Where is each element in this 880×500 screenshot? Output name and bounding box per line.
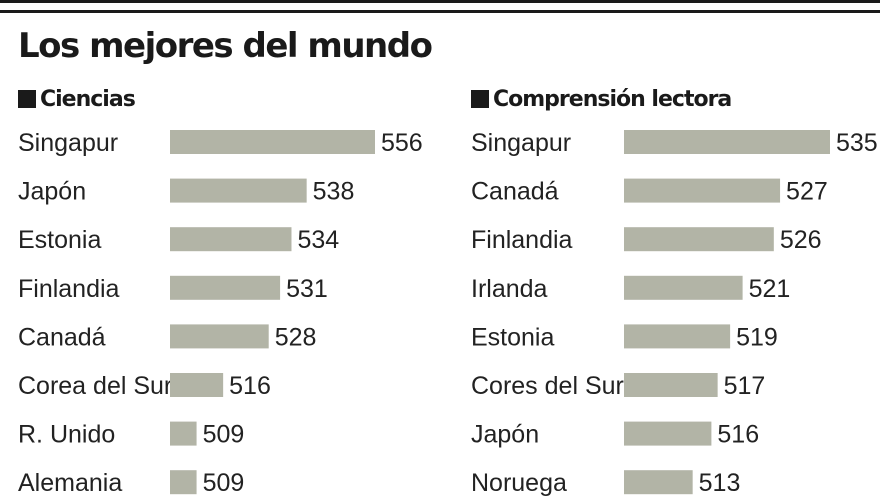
ciencias-bar [170, 275, 281, 300]
ciencias-category-label: Canadá [18, 323, 106, 351]
lectora-bar [624, 227, 774, 252]
ciencias-value-label: 556 [381, 129, 423, 157]
ciencias-value-label: 516 [229, 372, 271, 400]
lectora-bar-chart: Singapur 535 Canadá 527 Finlandia 526 Irlanda 5… [471, 129, 878, 497]
ciencias-bar [170, 421, 197, 446]
second-rule [0, 10, 880, 13]
lectora-bar [624, 373, 718, 397]
lectora-bar [624, 324, 731, 349]
ciencias-category-label: R. Unido [18, 421, 115, 449]
lectora-category-label: Finlandia [471, 226, 573, 254]
ciencias-value-label: 531 [286, 275, 328, 303]
lectora-value-label: 513 [699, 469, 741, 497]
lectora-category-label: Canadá [471, 178, 559, 206]
square-bullet-icon [471, 90, 489, 108]
ciencias-bar [170, 470, 197, 495]
lectora-header: Comprensión lectora [471, 86, 732, 112]
lectora-value-label: 527 [786, 178, 828, 206]
ciencias-category-label: Alemania [18, 469, 122, 497]
lectora-title: Comprensión lectora [493, 86, 732, 112]
ciencias-value-label: 509 [203, 469, 245, 497]
ciencias-category-label: Corea del Sur [18, 372, 172, 400]
lectora-bar [624, 470, 693, 495]
ciencias-bar-chart: Singapur 556 Japón 538 Estonia 534 Finlandia 53… [18, 129, 423, 497]
ciencias-value-label: 534 [297, 226, 339, 254]
ciencias-value-label: 509 [203, 421, 245, 449]
lectora-category-label: Noruega [471, 469, 567, 497]
ciencias-category-label: Finlandia [18, 275, 120, 303]
lectora-bar [624, 275, 743, 300]
lectora-category-label: Irlanda [471, 275, 548, 303]
ciencias-title: Ciencias [40, 86, 136, 112]
lectora-category-label: Singapur [471, 129, 571, 157]
lectora-bar [624, 178, 781, 203]
ciencias-category-label: Estonia [18, 226, 101, 254]
ciencias-bar [170, 373, 224, 397]
lectora-category-label: Cores del Sur [471, 372, 624, 400]
ciencias-bar [170, 324, 269, 349]
ciencias-category-label: Japón [18, 178, 86, 206]
lectora-value-label: 516 [717, 421, 759, 449]
ciencias-header: Ciencias [18, 86, 136, 112]
page-title: Los mejores del mundo [18, 26, 433, 66]
ciencias-panel: Ciencias Singapur 556 Japón 538 Estonia 534 Fi… [18, 86, 438, 497]
top-rule [0, 0, 880, 3]
lectora-category-label: Japón [471, 421, 539, 449]
ciencias-bar [170, 178, 307, 203]
ciencias-bar [170, 130, 375, 154]
ciencias-bar [170, 227, 292, 252]
ciencias-value-label: 528 [275, 323, 317, 351]
lectora-category-label: Estonia [471, 323, 554, 351]
lectora-bar [624, 421, 712, 446]
lectora-value-label: 521 [749, 275, 791, 303]
lectora-panel: Comprensión lectora Singapur 535 Canadá 527… [471, 86, 880, 497]
lectora-value-label: 526 [780, 226, 822, 254]
lectora-value-label: 517 [724, 372, 766, 400]
lectora-bar [624, 130, 830, 154]
lectora-value-label: 535 [836, 129, 878, 157]
lectora-value-label: 519 [736, 323, 778, 351]
ciencias-value-label: 538 [313, 178, 355, 206]
ciencias-category-label: Singapur [18, 129, 118, 157]
square-bullet-icon [18, 90, 36, 108]
